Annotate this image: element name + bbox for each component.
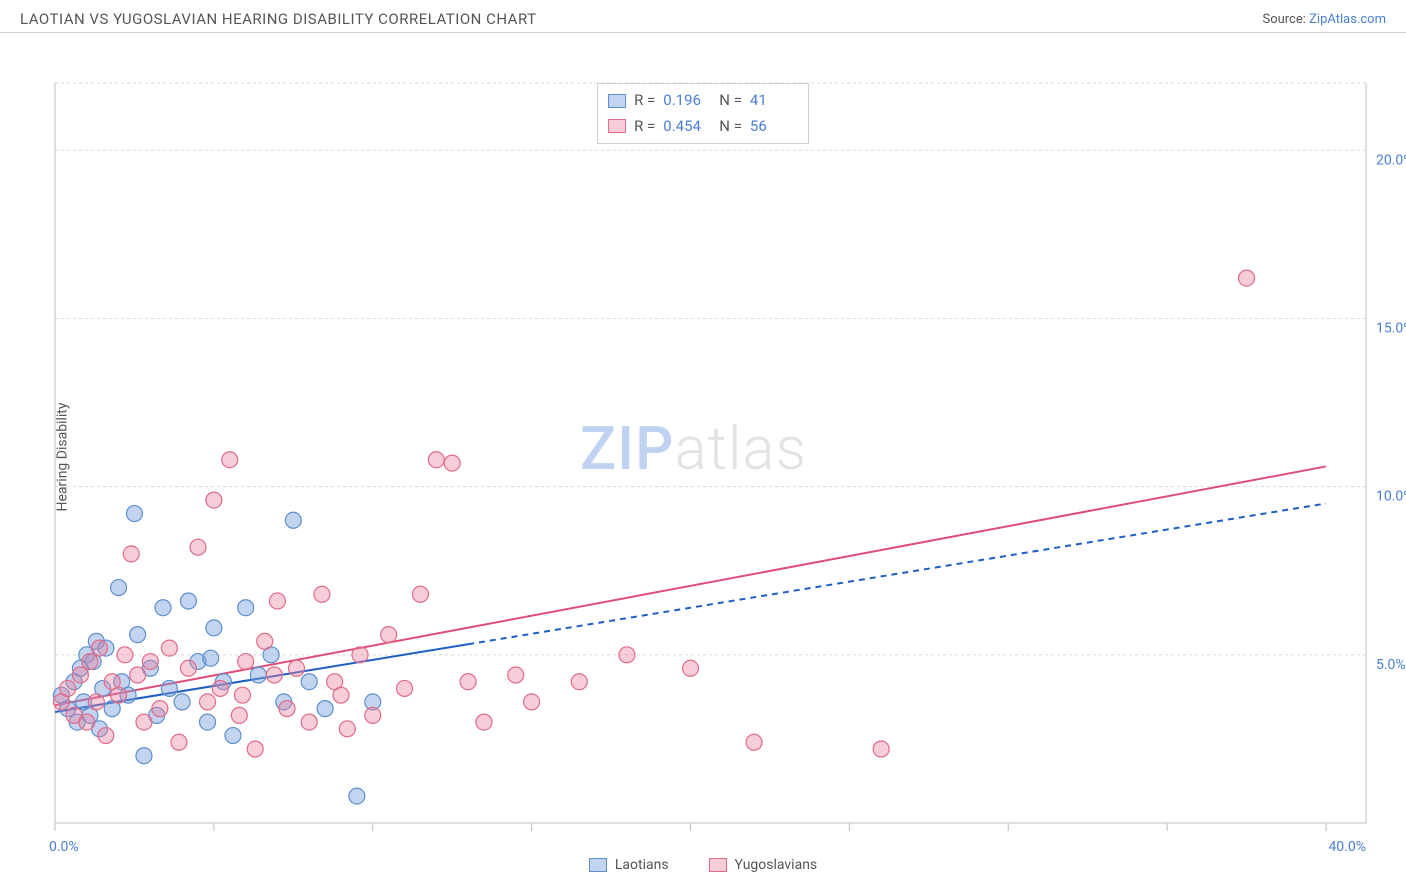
svg-text:0.0%: 0.0% [49, 839, 79, 855]
legend-item: Yugoslavians [709, 857, 818, 873]
stats-row: R = 0.196 N = 41 [608, 88, 798, 114]
legend-bottom: Laotians Yugoslavians [0, 857, 1406, 873]
scatter-plot: 0.0% 40.0% 5.0% 10.0% 15.0% 20.0% [0, 33, 1406, 863]
source-label: Source: ZipAtlas.com [1262, 12, 1386, 27]
y-axis-label: Hearing Disability [54, 403, 70, 512]
stats-row: R = 0.454 N = 56 [608, 114, 798, 140]
source-prefix: Source: [1262, 12, 1309, 27]
chart-title: LAOTIAN VS YUGOSLAVIAN HEARING DISABILIT… [20, 10, 537, 28]
svg-text:40.0%: 40.0% [1328, 839, 1366, 855]
legend-swatch [589, 858, 607, 872]
legend-label: Yugoslavians [735, 857, 818, 873]
stat-n-label: N = [719, 88, 742, 114]
legend-swatch [608, 94, 626, 108]
source-link[interactable]: ZipAtlas.com [1309, 12, 1386, 27]
stat-r-label: R = [634, 88, 655, 114]
stat-r-value: 0.454 [663, 114, 711, 140]
stats-legend: R = 0.196 N = 41 R = 0.454 N = 56 [597, 83, 809, 144]
legend-swatch [608, 119, 626, 133]
legend-label: Laotians [615, 857, 669, 873]
svg-text:15.0%: 15.0% [1376, 320, 1406, 336]
legend-item: Laotians [589, 857, 669, 873]
legend-swatch [709, 858, 727, 872]
svg-text:5.0%: 5.0% [1376, 657, 1406, 673]
stat-n-label: N = [719, 114, 742, 140]
svg-text:10.0%: 10.0% [1376, 489, 1406, 505]
stat-n-value: 56 [750, 114, 798, 140]
stat-r-value: 0.196 [663, 88, 711, 114]
svg-text:20.0%: 20.0% [1376, 152, 1406, 168]
stat-r-label: R = [634, 114, 655, 140]
stat-n-value: 41 [750, 88, 798, 114]
chart-area: Hearing Disability 0.0% 40.0% 5.0% 10.0% 15.… [0, 33, 1406, 881]
chart-header: LAOTIAN VS YUGOSLAVIAN HEARING DISABILIT… [0, 0, 1406, 33]
